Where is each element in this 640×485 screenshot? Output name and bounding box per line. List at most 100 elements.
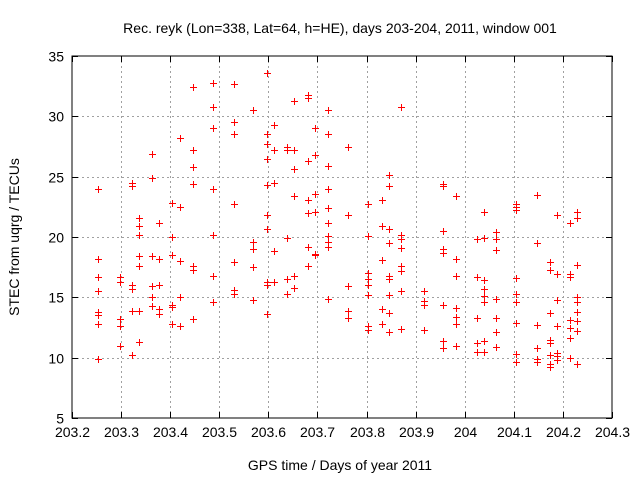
data-point: [574, 262, 581, 269]
data-point: [305, 197, 312, 204]
data-point: [264, 226, 271, 233]
data-point: [493, 236, 500, 243]
y-axis-label: STEC from uqrg / TECUs: [6, 158, 22, 316]
data-point: [379, 257, 386, 264]
data-point: [453, 343, 460, 350]
x-tick-label: 204.1: [497, 424, 532, 440]
data-point: [534, 192, 541, 199]
data-point: [440, 250, 447, 257]
data-point: [136, 263, 143, 270]
data-point: [547, 267, 554, 274]
data-point: [365, 327, 372, 334]
data-point: [379, 306, 386, 313]
data-point: [379, 223, 386, 230]
data-point: [264, 70, 271, 77]
axis-ticks: 5 10 15 20 25 30 35 203.2 203.3 203.4 203.5 203.6 20…: [48, 49, 630, 441]
data-point: [117, 343, 124, 350]
data-point: [149, 294, 156, 301]
data-point: [421, 288, 428, 295]
data-point: [493, 296, 500, 303]
grid: [72, 56, 612, 418]
data-point: [117, 323, 124, 330]
data-point: [567, 325, 574, 332]
data-point: [365, 233, 372, 240]
data-point: [149, 253, 156, 260]
data-point: [312, 191, 319, 198]
data-point: [567, 355, 574, 362]
data-point: [481, 286, 488, 293]
data-point: [190, 181, 197, 188]
data-point: [190, 316, 197, 323]
data-point: [264, 156, 271, 163]
data-point: [325, 186, 332, 193]
data-point: [264, 212, 271, 219]
data-point: [453, 193, 460, 200]
data-point: [325, 244, 332, 251]
data-point: [481, 277, 488, 284]
data-point: [156, 220, 163, 227]
data-point: [325, 233, 332, 240]
y-tick-label: 20: [48, 230, 64, 246]
data-point: [136, 253, 143, 260]
data-point: [210, 299, 217, 306]
data-point: [169, 234, 176, 241]
data-point: [398, 245, 405, 252]
data-point: [190, 164, 197, 171]
data-point: [312, 209, 319, 216]
data-point: [574, 318, 581, 325]
x-tick-label: 203.6: [251, 424, 286, 440]
data-point: [284, 147, 291, 154]
data-point: [567, 220, 574, 227]
chart-title: Rec. reyk (Lon=338, Lat=64, h=HE), days …: [123, 20, 557, 36]
x-tick-label: 203.2: [55, 424, 90, 440]
data-point: [136, 308, 143, 315]
x-tick-label: 203.7: [300, 424, 335, 440]
data-point: [169, 304, 176, 311]
data-point: [345, 212, 352, 219]
data-point: [169, 200, 176, 207]
data-point: [481, 235, 488, 242]
data-point: [312, 125, 319, 132]
data-point: [149, 303, 156, 310]
data-point: [264, 182, 271, 189]
data-point: [177, 323, 184, 330]
data-point: [291, 166, 298, 173]
data-point: [513, 351, 520, 358]
data-point: [453, 321, 460, 328]
data-point: [345, 308, 352, 315]
data-point: [231, 81, 238, 88]
data-point: [305, 263, 312, 270]
data-point: [231, 119, 238, 126]
data-point: [312, 152, 319, 159]
data-point: [177, 135, 184, 142]
data-point: [291, 273, 298, 280]
data-point: [474, 315, 481, 322]
data-point: [177, 258, 184, 265]
y-tick-label: 25: [48, 170, 64, 186]
data-point: [534, 345, 541, 352]
data-point: [386, 276, 393, 283]
data-point: [190, 84, 197, 91]
data-point: [474, 236, 481, 243]
data-point: [574, 215, 581, 222]
data-point: [574, 328, 581, 335]
data-point: [574, 309, 581, 316]
data-point: [325, 220, 332, 227]
data-point: [365, 276, 372, 283]
data-point: [169, 252, 176, 259]
data-point: [291, 98, 298, 105]
x-axis-label: GPS time / Days of year 2011: [248, 457, 432, 473]
data-point: [379, 321, 386, 328]
data-point: [129, 352, 136, 359]
data-point: [453, 305, 460, 312]
data-point: [305, 95, 312, 102]
data-point: [250, 297, 257, 304]
data-point: [398, 326, 405, 333]
data-point: [305, 244, 312, 251]
data-point: [398, 268, 405, 275]
data-point: [156, 311, 163, 318]
data-point: [117, 279, 124, 286]
data-point: [305, 210, 312, 217]
data-point: [231, 131, 238, 138]
data-point: [264, 282, 271, 289]
